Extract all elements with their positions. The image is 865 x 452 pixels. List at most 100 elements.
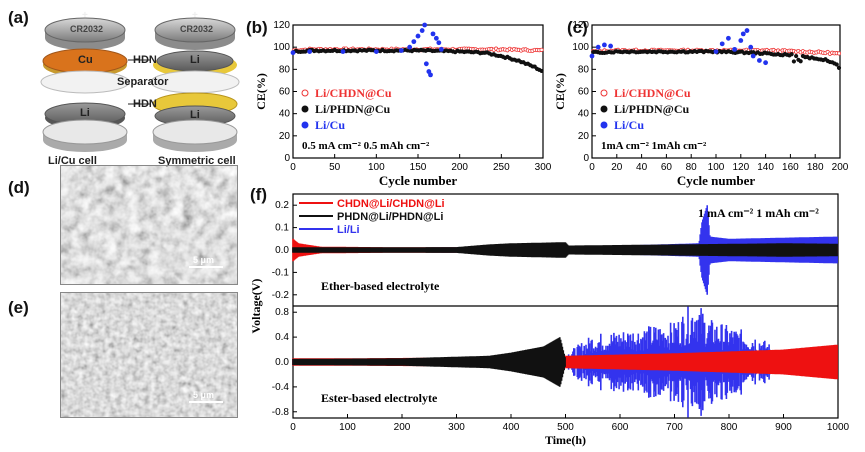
legend-label: Li/Cu [315, 118, 345, 132]
y-tick-label: 0.8 [275, 307, 289, 318]
data-point-li-cu [428, 72, 433, 78]
legend-label: Li/Li [337, 224, 360, 236]
y-tick-label: 40 [578, 109, 590, 120]
li-label-right-bottom: Li [190, 109, 200, 121]
data-point-li-cu [713, 49, 719, 54]
y-tick-label: 0.4 [275, 332, 289, 343]
hdn-label-top: HDN [133, 54, 157, 66]
data-point-li-phdn-cu [836, 65, 842, 70]
right-li-disk-top [153, 50, 237, 77]
coin-cell-schematic [40, 17, 240, 152]
y-tick-label: -0.2 [272, 290, 290, 301]
y-axis-label: CE(%) [254, 73, 268, 110]
coin-label-right: CR2032 [180, 24, 214, 34]
x-tick-label: 180 [807, 162, 824, 173]
y-tick-label: -0.4 [272, 382, 290, 393]
data-point-li-cu [738, 38, 744, 43]
data-point-li-cu [290, 50, 296, 56]
x-tick-label: 100 [339, 422, 356, 433]
panel-label-a: (a) [8, 8, 29, 27]
cu-label: Cu [78, 54, 93, 66]
x-tick-label: 600 [612, 422, 629, 433]
data-point-li-cu [608, 43, 613, 49]
x-tick-label: 0 [589, 162, 595, 173]
sem-image-d: 5 μm [60, 165, 238, 285]
data-point-li-cu [757, 58, 762, 63]
y-tick-label: 0 [284, 153, 290, 164]
legend-label: Li/CHDN@Cu [614, 86, 691, 100]
legend-marker [301, 105, 309, 113]
data-point-li-cu [398, 48, 404, 53]
panel-label-b: (b) [246, 18, 268, 37]
data-point-li-cu [340, 49, 346, 54]
x-tick-label: 700 [666, 422, 683, 433]
y-axis-label: CE(%) [553, 73, 567, 110]
legend-marker [600, 121, 608, 129]
x-tick-label: 160 [782, 162, 799, 173]
separator-disk [40, 70, 130, 94]
sem-texture-e [61, 293, 237, 417]
data-point-li-cu [438, 46, 444, 52]
y-tick-label: 0.2 [275, 200, 289, 211]
coin-label-left: CR2032 [70, 24, 104, 34]
data-point-li-cu [422, 22, 428, 28]
x-tick-label: 400 [503, 422, 520, 433]
x-tick-label: 100 [368, 162, 385, 173]
y-tick-label: -0.8 [272, 407, 290, 418]
x-tick-label: 100 [708, 162, 725, 173]
scale-label-d: 5 μm [193, 255, 215, 265]
li-label-left: Li [80, 107, 90, 119]
voltage-trace-phdn-ether [292, 242, 838, 258]
data-point-li-cu [732, 46, 737, 52]
y-tick-label: 120 [273, 20, 290, 31]
y-tick-label: -0.1 [272, 267, 290, 278]
data-point-li-cu [411, 39, 417, 45]
data-point-li-cu [602, 42, 607, 48]
x-tick-label: 300 [448, 422, 465, 433]
data-point-li-phdn-cu [834, 62, 839, 67]
y-tick-label: 0.0 [275, 357, 289, 368]
scale-label-e: 5 μm [193, 390, 215, 400]
data-point-li-cu [750, 53, 756, 59]
data-point-li-cu [307, 49, 313, 54]
x-tick-label: 150 [410, 162, 427, 173]
data-point-li-cu [595, 44, 601, 50]
y-tick-label: 120 [572, 20, 589, 31]
legend-marker [301, 121, 309, 129]
plus-sign-right: + [192, 10, 198, 21]
x-tick-label: 800 [721, 422, 738, 433]
x-tick-label: 120 [732, 162, 749, 173]
y-tick-label: 40 [279, 109, 291, 120]
x-tick-label: 60 [661, 162, 673, 173]
legend-label: Li/PHDN@Cu [315, 102, 390, 116]
x-tick-label: 300 [535, 162, 552, 173]
legend-label: Li/CHDN@Cu [315, 86, 392, 100]
sem-texture-d [61, 166, 237, 284]
x-tick-label: 1000 [827, 422, 850, 433]
data-point-li-chdn-cu [539, 47, 544, 52]
data-point-li-cu [430, 31, 436, 37]
symmetric-cell-caption: Symmetric cell [158, 155, 236, 167]
x-tick-label: 80 [686, 162, 698, 173]
x-axis-label: Cycle number [379, 173, 458, 188]
y-tick-label: 80 [578, 64, 590, 75]
data-point-li-phdn-cu [791, 59, 796, 64]
panel-label-c: (c) [567, 18, 588, 37]
data-point-li-cu [763, 60, 768, 66]
y-tick-label: 0 [583, 153, 589, 164]
data-point-li-cu [373, 49, 379, 54]
test-condition: 1mA cm⁻² 1mAh cm⁻² [601, 140, 707, 152]
y-tick-label: 0.1 [275, 223, 289, 234]
x-tick-label: 200 [451, 162, 468, 173]
x-tick-label: 250 [493, 162, 510, 173]
y-tick-label: 80 [279, 64, 291, 75]
scale-bar-d [189, 266, 223, 268]
x-tick-label: 0 [290, 422, 296, 433]
left-cu-foil [42, 48, 128, 77]
y-tick-label: 0.0 [275, 245, 289, 256]
test-condition: 0.5 mA cm⁻² 0.5 mAh cm⁻² [302, 140, 430, 152]
left-coin-bottom [42, 119, 128, 152]
y-tick-label: 100 [572, 42, 589, 53]
x-tick-label: 140 [757, 162, 774, 173]
